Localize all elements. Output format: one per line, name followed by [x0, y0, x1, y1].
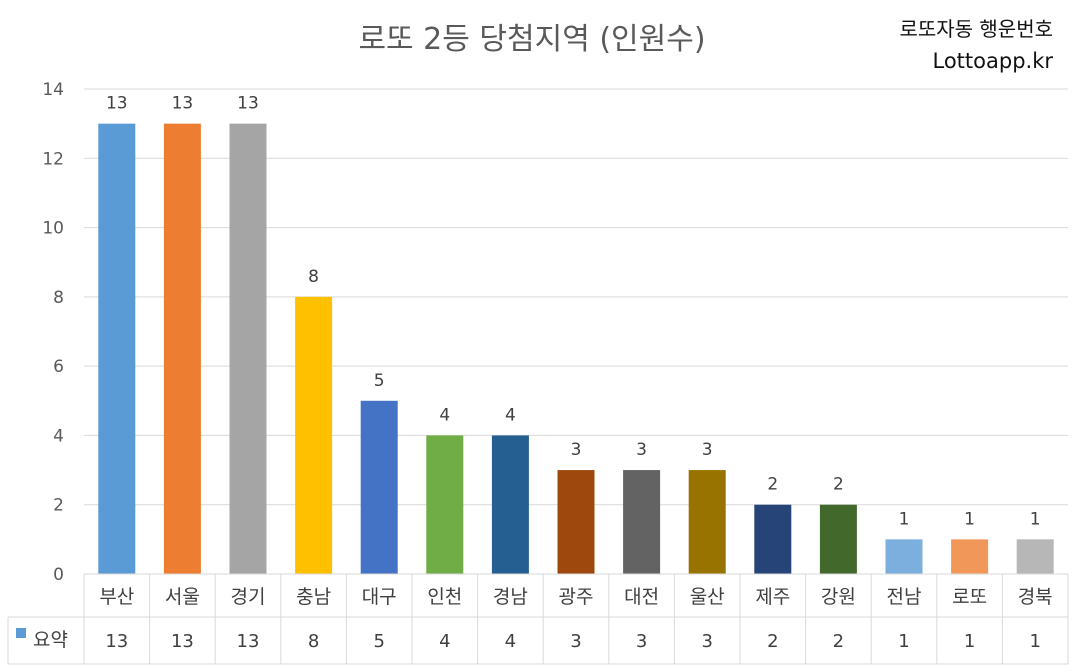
table-value: 13 [237, 631, 260, 652]
table-value: 1 [1029, 631, 1040, 652]
bar [623, 470, 661, 574]
table-value: 2 [767, 631, 778, 652]
bar [229, 123, 267, 575]
bar [98, 123, 136, 575]
category-label: 대구 [362, 586, 397, 608]
bar [163, 123, 201, 575]
bar [557, 470, 595, 574]
data-label: 13 [237, 94, 259, 114]
y-tick-label: 4 [53, 426, 64, 446]
table-value: 1 [964, 631, 975, 652]
bar [819, 504, 857, 574]
bar [688, 470, 726, 574]
data-label: 5 [374, 371, 385, 391]
category-label: 인천 [427, 586, 462, 608]
data-label: 13 [172, 94, 194, 114]
bar [885, 539, 923, 574]
data-label: 2 [833, 475, 844, 495]
category-label: 대전 [624, 586, 659, 608]
y-tick-label: 8 [53, 288, 64, 308]
category-label: 광주 [559, 586, 594, 608]
table-value: 1 [898, 631, 909, 652]
data-label: 1 [964, 509, 975, 529]
data-label: 3 [636, 440, 647, 460]
category-label: 서울 [165, 586, 200, 608]
data-label: 2 [767, 475, 778, 495]
y-tick-label: 14 [42, 80, 64, 100]
table-value: 13 [171, 631, 194, 652]
data-label: 4 [505, 405, 516, 425]
category-label: 제주 [755, 586, 790, 608]
legend-series-name: 요약 [33, 629, 68, 651]
bar [491, 435, 529, 574]
category-label: 강원 [821, 586, 856, 608]
table-value: 3 [701, 631, 712, 652]
category-label: 경기 [231, 586, 266, 608]
table-value: 3 [636, 631, 647, 652]
data-label: 3 [571, 440, 582, 460]
table-value: 5 [373, 631, 384, 652]
brand-site: Lottoapp.kr [932, 49, 1054, 73]
bar [951, 539, 989, 574]
category-label: 울산 [690, 586, 725, 608]
table-value: 3 [570, 631, 581, 652]
data-label: 8 [308, 267, 319, 287]
legend-swatch [16, 628, 26, 638]
data-label: 1 [899, 509, 910, 529]
table-value: 4 [505, 631, 516, 652]
category-label: 경남 [493, 586, 528, 608]
y-tick-label: 12 [42, 149, 64, 169]
table-value: 8 [308, 631, 319, 652]
bar [754, 504, 792, 574]
bar [295, 296, 333, 574]
data-label: 13 [106, 94, 128, 114]
bar [360, 400, 398, 574]
data-label: 4 [439, 405, 450, 425]
table-value: 13 [105, 631, 128, 652]
category-label: 충남 [296, 586, 331, 608]
bar [426, 435, 464, 574]
category-label: 전남 [887, 586, 922, 608]
bar [1016, 539, 1054, 574]
category-label: 로또 [952, 586, 987, 608]
brand-name: 로또자동 행운번호 [899, 17, 1053, 41]
data-label: 3 [702, 440, 713, 460]
table-value: 2 [833, 631, 844, 652]
category-label: 부산 [99, 586, 134, 608]
category-label: 경북 [1018, 586, 1053, 608]
y-tick-label: 0 [53, 565, 64, 585]
data-label: 1 [1030, 509, 1041, 529]
table-value: 4 [439, 631, 450, 652]
y-tick-label: 6 [53, 357, 64, 377]
y-tick-label: 2 [53, 496, 64, 516]
chart-title: 로또 2등 당첨지역 (인원수) [358, 22, 706, 57]
brand-watermark: 로또자동 행운번호 Lottoapp.kr [899, 14, 1053, 78]
y-tick-label: 10 [42, 219, 64, 239]
